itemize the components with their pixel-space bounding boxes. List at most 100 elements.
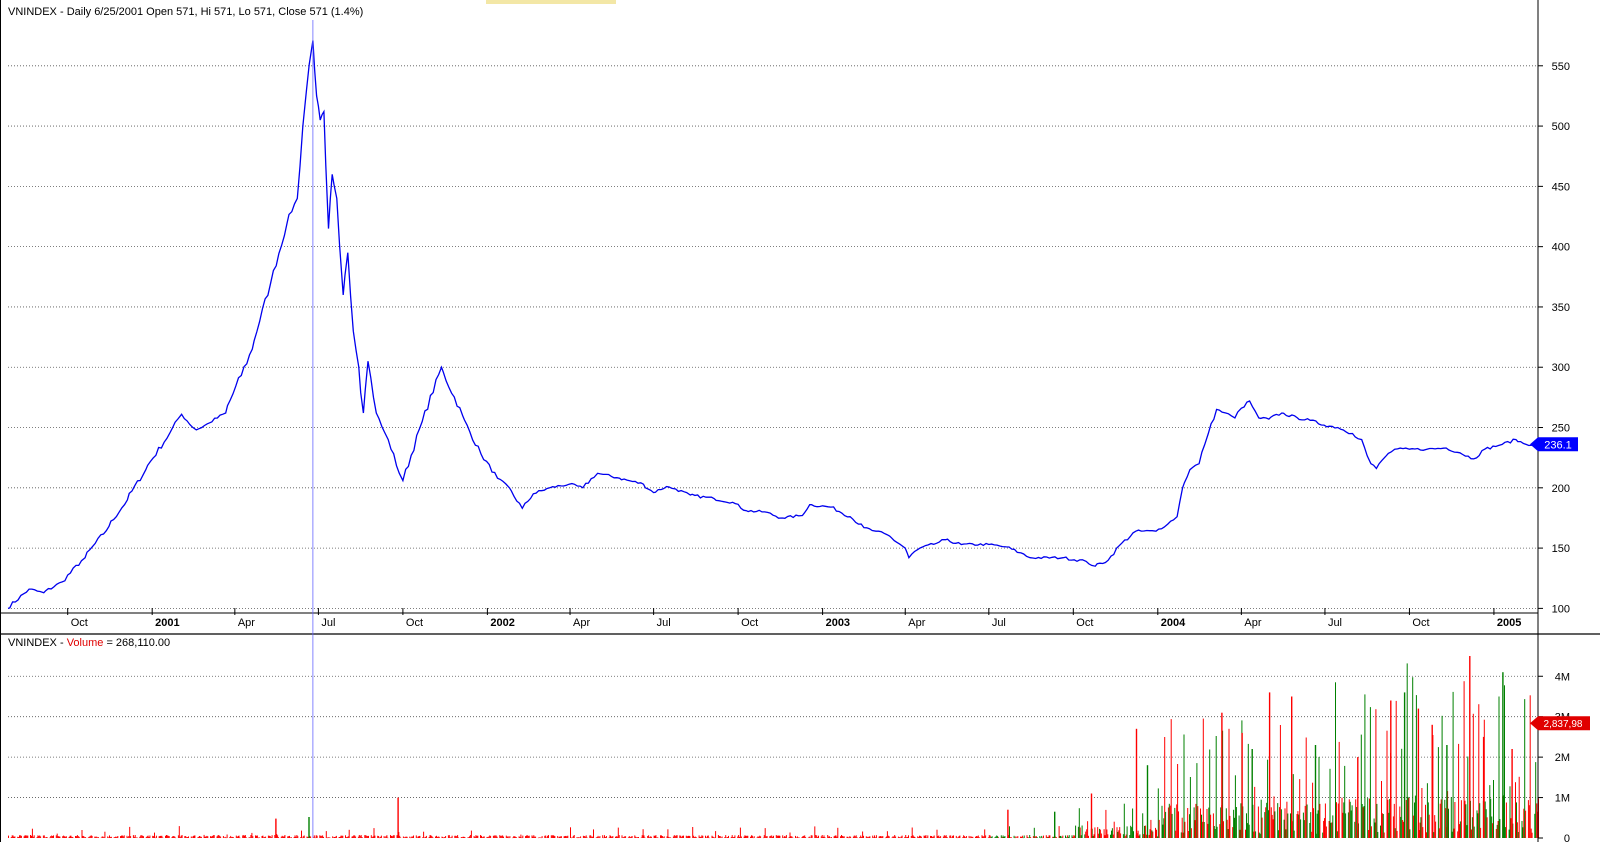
volume-bar (1119, 827, 1121, 838)
volume-bar (1323, 820, 1325, 838)
volume-bar (278, 837, 279, 838)
volume-bar (739, 836, 740, 838)
price-y-tick-label: 150 (1552, 543, 1570, 555)
volume-bar (289, 835, 290, 838)
volume-bar (683, 835, 684, 838)
volume-bar (901, 835, 903, 838)
volume-bar (188, 836, 189, 838)
volume-bar (1197, 806, 1199, 838)
volume-bar (1313, 808, 1314, 838)
volume-bar (1373, 818, 1375, 838)
volume-bar (326, 837, 328, 839)
volume-bar (1415, 695, 1417, 838)
volume-bar (56, 833, 58, 838)
volume-bar (250, 835, 252, 838)
volume-bar (989, 835, 991, 838)
volume-bar (1238, 815, 1240, 838)
volume-bar (143, 836, 144, 838)
volume-bar (327, 837, 329, 838)
volume-bar (836, 836, 838, 838)
volume-bar (583, 836, 585, 838)
volume-bar (1315, 833, 1317, 838)
volume-bar (596, 836, 598, 838)
volume-header-value: = 268,110.00 (103, 637, 171, 649)
volume-bar (166, 835, 167, 838)
volume-bar (522, 835, 524, 838)
volume-bar (867, 837, 869, 838)
volume-bar (225, 837, 227, 839)
volume-bar (393, 835, 395, 838)
volume-bar (1139, 834, 1141, 838)
volume-bar (220, 836, 222, 838)
volume-bar (1490, 798, 1492, 838)
volume-bar (319, 835, 321, 838)
volume-bar (1309, 823, 1311, 838)
volume-bar (289, 837, 291, 838)
volume-bar (458, 837, 459, 838)
volume-bar (120, 836, 121, 838)
volume-bar (1065, 835, 1066, 838)
volume-bar (865, 836, 867, 838)
volume-bar (213, 835, 215, 838)
volume-y-tick-label: 4M (1555, 671, 1570, 683)
volume-bar (1306, 804, 1308, 838)
volume-bar (399, 835, 401, 838)
volume-bar (1098, 833, 1100, 838)
volume-bar (572, 835, 574, 838)
volume-bar (428, 837, 430, 838)
volume-bar (335, 835, 337, 838)
volume-bar (531, 835, 533, 838)
volume-bar (955, 835, 957, 838)
volume-bar (923, 835, 925, 838)
volume-bar (108, 837, 110, 838)
volume-bar (1524, 699, 1526, 838)
volume-bar (1071, 835, 1073, 838)
volume-bar (302, 836, 304, 838)
volume-bar (1348, 799, 1350, 838)
volume-bar (970, 836, 972, 838)
volume-bar (1027, 837, 1029, 838)
volume-bar (566, 836, 568, 838)
volume-bar (801, 837, 803, 838)
volume-bar (1157, 788, 1159, 838)
volume-bar (1445, 808, 1447, 838)
volume-bar (1422, 827, 1424, 838)
volume-bar (1004, 836, 1006, 838)
volume-bar (1283, 819, 1285, 838)
volume-bar (297, 836, 299, 838)
volume-bar (495, 835, 497, 838)
volume-bar (179, 836, 181, 838)
volume-bar (698, 835, 700, 838)
volume-bar (843, 836, 845, 838)
volume-y-tick-label: 1M (1555, 793, 1570, 805)
volume-bar (1228, 728, 1230, 838)
volume-bar (937, 836, 939, 838)
volume-bar (10, 837, 12, 838)
volume-bar (795, 835, 796, 838)
volume-bar (888, 836, 890, 838)
volume-bar (1285, 829, 1287, 838)
volume-bar (560, 836, 562, 838)
volume-bar (987, 837, 989, 838)
volume-bar (1144, 825, 1146, 838)
volume-bar (553, 835, 555, 838)
volume-bar (847, 836, 849, 838)
x-tick-label: Jul (992, 617, 1006, 629)
volume-bar (872, 835, 874, 838)
volume-bar (792, 837, 794, 838)
volume-bar (1103, 829, 1105, 838)
volume-bar (1175, 830, 1177, 838)
volume-bar (714, 837, 716, 839)
volume-bar (441, 836, 443, 838)
volume-bar (371, 837, 373, 838)
volume-bar (1343, 802, 1345, 838)
volume-bar (1419, 822, 1421, 838)
volume-bar (1131, 827, 1133, 838)
volume-bar (177, 835, 179, 838)
volume-bar (1219, 824, 1221, 838)
volume-bar (827, 835, 829, 838)
volume-bar (1009, 837, 1011, 838)
volume-bar (1200, 808, 1201, 838)
volume-bar (109, 835, 110, 838)
volume-bar (759, 835, 761, 838)
